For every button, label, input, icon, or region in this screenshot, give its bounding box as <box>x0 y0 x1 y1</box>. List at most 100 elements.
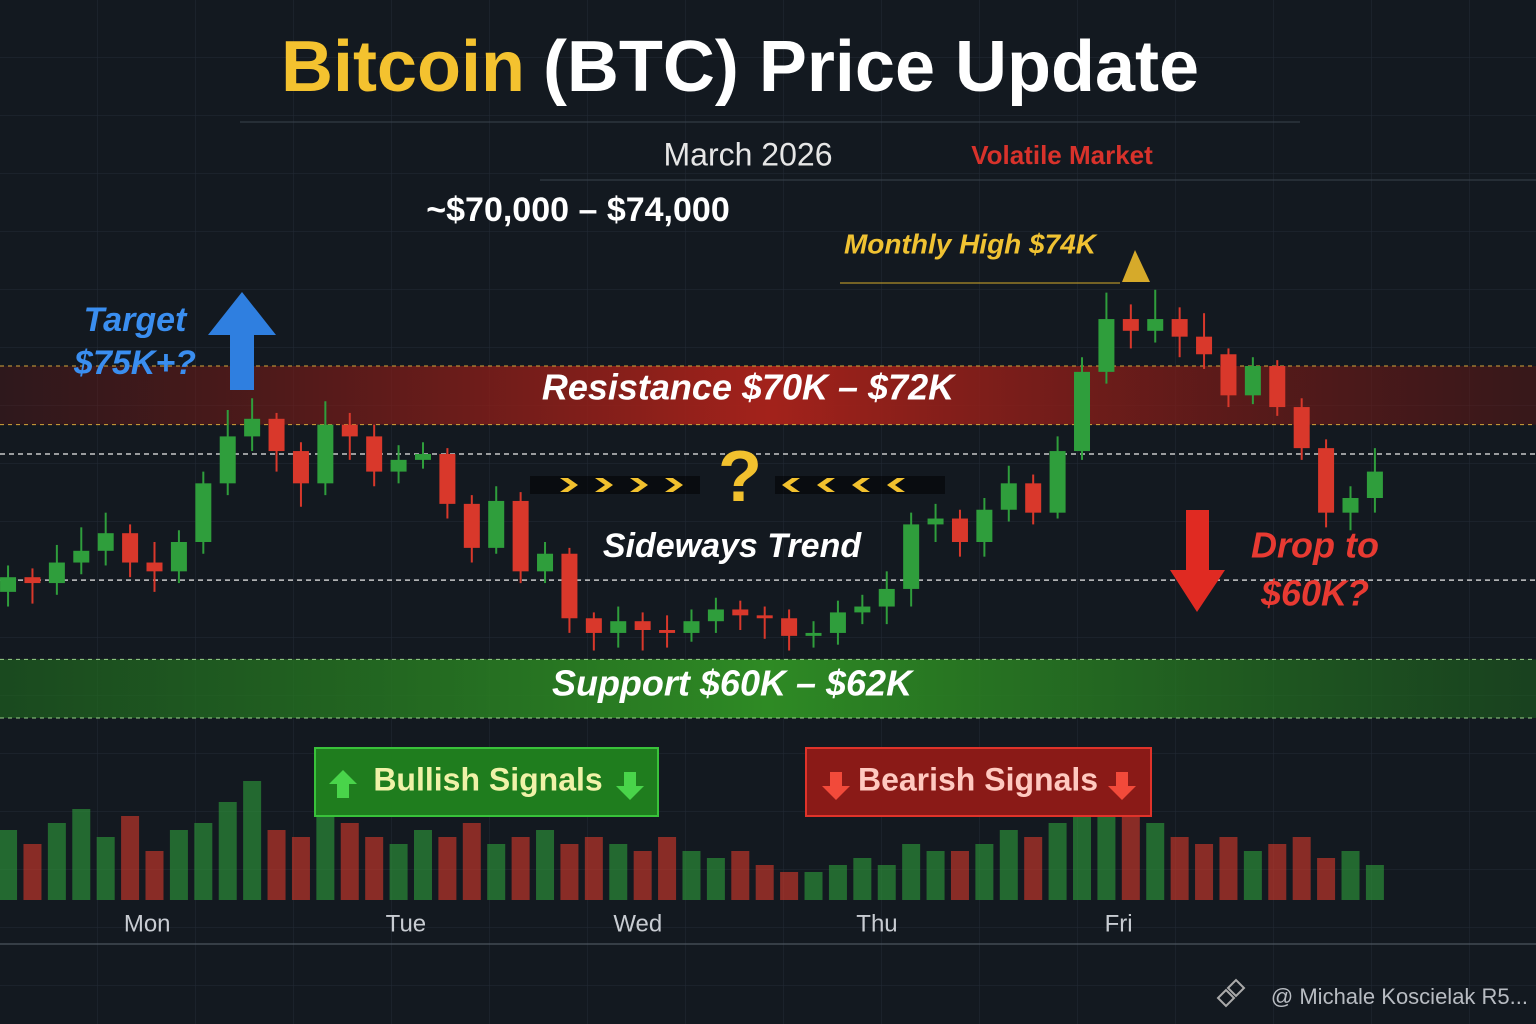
volume-bar <box>1341 851 1360 900</box>
resistance-label: Resistance $70K – $72K <box>542 367 957 408</box>
volume-bar <box>706 858 725 900</box>
candle-body <box>366 436 383 472</box>
candle-body <box>341 424 358 437</box>
volume-bar <box>23 844 42 900</box>
volume-bar <box>194 823 213 900</box>
volume-bar <box>1073 802 1092 900</box>
candle-body <box>292 451 309 484</box>
volume-bar <box>1365 865 1384 900</box>
x-tick-label: Wed <box>613 910 662 937</box>
icon <box>822 772 850 800</box>
volume-bar <box>536 830 555 900</box>
candle-body <box>1049 451 1066 513</box>
candle-body <box>1269 366 1286 408</box>
candle-body <box>1025 483 1042 513</box>
volume-bar <box>999 830 1018 900</box>
volume-bar <box>658 837 677 900</box>
volume-bar <box>1268 844 1287 900</box>
volume-bar <box>853 858 872 900</box>
candle-body <box>97 533 114 551</box>
candle-body <box>1244 366 1261 396</box>
volume-bar <box>828 865 847 900</box>
candle-body <box>659 630 676 633</box>
volume-bar <box>609 844 628 900</box>
bearish-label: Bearish Signals <box>858 761 1098 797</box>
candle-body <box>878 588 895 607</box>
volume-bar <box>584 837 603 900</box>
support-band <box>0 659 1536 718</box>
candle-body <box>683 621 700 633</box>
candle-body <box>805 632 822 636</box>
volume-bar <box>926 851 945 900</box>
volume-bar <box>413 830 432 900</box>
volume-bar <box>72 809 91 900</box>
candle-body <box>170 542 187 572</box>
candle-body <box>48 562 65 584</box>
candle-body <box>219 436 236 484</box>
chevron-track <box>530 476 700 494</box>
volume-bar <box>1170 837 1189 900</box>
candle-body <box>268 418 285 452</box>
volume-bar <box>804 872 823 900</box>
volume-bar <box>1219 837 1238 900</box>
candle-body <box>976 509 993 542</box>
candle-body <box>781 618 798 636</box>
candle-body <box>756 615 773 619</box>
candle-body <box>1342 498 1359 513</box>
volume-bar <box>731 851 750 900</box>
volume-bar <box>267 830 286 900</box>
price-range: ~$70,000 – $74,000 <box>426 191 729 229</box>
candle-body <box>390 459 407 472</box>
question-mark: ? <box>718 437 762 517</box>
drop-label: Drop to <box>1251 525 1379 566</box>
volume-bar <box>145 851 164 900</box>
candle-body <box>585 618 602 633</box>
volume-bar <box>121 816 140 900</box>
candle-body <box>1366 471 1383 498</box>
candle-body <box>73 550 90 563</box>
candle-body <box>488 500 505 548</box>
icon <box>616 772 644 800</box>
volume-bar <box>1048 823 1067 900</box>
candle-body <box>244 418 261 437</box>
volume-bar <box>218 802 237 900</box>
volume-bar <box>389 844 408 900</box>
watermark-icon <box>1216 978 1246 1008</box>
volume-bar <box>780 872 799 900</box>
candle-body <box>1293 407 1310 449</box>
volume-bar <box>1317 858 1336 900</box>
high-arrow <box>1122 250 1150 282</box>
candle-body <box>537 553 554 572</box>
target-label: $75K+? <box>73 344 196 382</box>
volume-bar <box>1195 844 1214 900</box>
candle-body <box>414 454 431 460</box>
x-tick-label: Mon <box>124 910 171 937</box>
candle-body <box>732 609 749 616</box>
volume-bar <box>0 830 18 900</box>
volume-bar <box>877 865 896 900</box>
volume-bar <box>365 837 384 900</box>
candle-body <box>1220 354 1237 396</box>
candle-body <box>1074 371 1091 452</box>
volume-bar <box>438 837 457 900</box>
candle-body <box>561 553 578 619</box>
candle-body <box>927 518 944 525</box>
volume-bar <box>243 781 262 900</box>
candle-body <box>634 621 651 630</box>
volume-bar <box>96 837 115 900</box>
x-tick-label: Tue <box>386 910 426 937</box>
target-label: Target <box>84 301 188 339</box>
candle-body <box>903 524 920 589</box>
volume-bar <box>1243 851 1262 900</box>
candle-body <box>463 503 480 548</box>
candle-body <box>439 454 456 504</box>
sideways-label: Sideways Trend <box>603 527 862 565</box>
volume-bar <box>1292 837 1311 900</box>
volume-bar <box>487 844 506 900</box>
bullish-label: Bullish Signals <box>373 761 602 797</box>
candle-body <box>1318 448 1335 513</box>
bullish-button[interactable] <box>314 747 659 817</box>
bearish-button[interactable] <box>805 747 1152 817</box>
